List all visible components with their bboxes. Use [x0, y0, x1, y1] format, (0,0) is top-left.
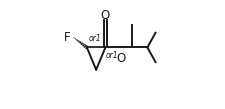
Text: O: O: [116, 52, 125, 65]
Text: or1: or1: [89, 33, 102, 43]
Text: O: O: [101, 9, 110, 22]
Text: or1: or1: [106, 51, 119, 60]
Text: F: F: [64, 31, 71, 44]
